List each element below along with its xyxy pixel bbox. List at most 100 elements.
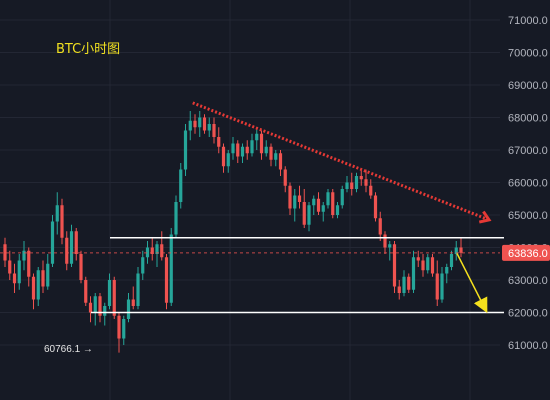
candle-body bbox=[274, 153, 278, 160]
candle-body bbox=[41, 270, 45, 287]
candle-body bbox=[226, 153, 230, 167]
price-tick-label: 67000.0 bbox=[508, 145, 548, 157]
candle-body bbox=[93, 296, 97, 313]
candle-body bbox=[255, 133, 259, 141]
price-tick-label: 69000.0 bbox=[508, 80, 548, 92]
candle-body bbox=[122, 319, 126, 339]
price-tick-label: 66000.0 bbox=[508, 178, 548, 190]
candle-body bbox=[364, 179, 368, 186]
candle-body bbox=[264, 146, 268, 154]
candle-body bbox=[459, 247, 463, 253]
candle-body bbox=[79, 254, 83, 280]
downtrend-arrowhead bbox=[478, 210, 492, 224]
candle-body bbox=[245, 146, 249, 154]
candle-body bbox=[60, 205, 64, 238]
candle-body bbox=[411, 257, 416, 290]
candle-body bbox=[27, 250, 31, 277]
candle-body bbox=[430, 257, 435, 274]
candle-body bbox=[307, 205, 311, 225]
candle-body bbox=[397, 286, 401, 293]
candle-body bbox=[321, 205, 325, 212]
price-tick-label: 71000.0 bbox=[508, 15, 548, 27]
candle-body bbox=[269, 146, 273, 160]
candle-body bbox=[107, 280, 112, 306]
candle-body bbox=[392, 244, 397, 287]
candle-body bbox=[283, 169, 287, 186]
candle-body bbox=[293, 195, 297, 209]
chart-title: BTC小时图 bbox=[56, 42, 121, 57]
candle-body bbox=[221, 146, 226, 167]
candle-body bbox=[369, 185, 373, 196]
candle-body bbox=[440, 273, 444, 300]
annotation-lines bbox=[0, 101, 504, 314]
candle-body bbox=[202, 117, 207, 131]
candle-body bbox=[150, 247, 154, 254]
candle-body bbox=[340, 189, 344, 206]
price-tick-label: 63000.0 bbox=[508, 275, 548, 287]
candle-body bbox=[36, 270, 40, 300]
candle-body bbox=[207, 124, 211, 131]
candle-body bbox=[103, 306, 107, 316]
candle-body bbox=[31, 276, 36, 300]
candle-body bbox=[126, 299, 131, 319]
candle-body bbox=[131, 299, 135, 306]
candle-body bbox=[388, 244, 392, 248]
price-axis[interactable]: 71000.0 70000.0 69000.0 68000.0 67000.0 66000… bbox=[502, 15, 550, 352]
price-tick-label: 62000.0 bbox=[508, 308, 548, 320]
candle-body bbox=[88, 302, 93, 313]
candle-body bbox=[421, 260, 425, 271]
candle-body bbox=[193, 120, 197, 128]
candle-body bbox=[12, 273, 17, 284]
candle-body bbox=[164, 257, 169, 303]
candle-body bbox=[55, 205, 59, 222]
candle-body bbox=[141, 257, 145, 274]
candle-body bbox=[316, 198, 321, 212]
candle-body bbox=[174, 202, 178, 235]
price-tick-label: 68000.0 bbox=[508, 113, 548, 125]
price-tick-label: 61000.0 bbox=[508, 340, 548, 352]
target-arrow bbox=[456, 253, 488, 314]
candle-body bbox=[373, 195, 378, 219]
candle-body bbox=[236, 143, 240, 157]
candle-body bbox=[155, 244, 159, 254]
candle-body bbox=[74, 231, 78, 254]
downtrend-trendline bbox=[192, 101, 490, 222]
candle-body bbox=[335, 205, 340, 215]
candle-body bbox=[312, 198, 316, 206]
candle-body bbox=[345, 182, 349, 189]
candle-body bbox=[402, 276, 406, 293]
candles bbox=[3, 111, 463, 353]
price-tick-label: 65000.0 bbox=[508, 210, 548, 222]
candle-body bbox=[17, 260, 21, 284]
candle-body bbox=[454, 247, 458, 254]
candle-body bbox=[378, 218, 382, 235]
candle-body bbox=[188, 120, 192, 131]
candle-body bbox=[435, 273, 439, 300]
candle-body bbox=[136, 273, 140, 306]
candle-body bbox=[179, 169, 183, 202]
candle-body bbox=[326, 192, 330, 206]
candle-body bbox=[250, 140, 254, 154]
candle-body bbox=[169, 234, 173, 303]
candle-body bbox=[217, 137, 221, 147]
candle-body bbox=[98, 296, 102, 316]
price-tick-label: 70000.0 bbox=[508, 48, 548, 60]
candle-body bbox=[50, 221, 55, 264]
candle-body bbox=[331, 192, 335, 215]
candle-body bbox=[3, 244, 7, 261]
candle-body bbox=[183, 130, 188, 170]
low-price-label: 60766.1 → bbox=[44, 344, 93, 355]
candle-body bbox=[302, 202, 306, 225]
candle-body bbox=[231, 143, 235, 154]
candle-body bbox=[383, 234, 387, 248]
candle-body bbox=[354, 176, 359, 189]
candle-body bbox=[278, 153, 283, 170]
candle-body bbox=[259, 133, 264, 154]
candle-body bbox=[145, 247, 150, 258]
candle-body bbox=[288, 185, 292, 209]
candle-body bbox=[112, 280, 116, 316]
candle-body bbox=[160, 244, 164, 258]
current-price-tag bbox=[502, 244, 550, 261]
candle-body bbox=[359, 176, 363, 180]
